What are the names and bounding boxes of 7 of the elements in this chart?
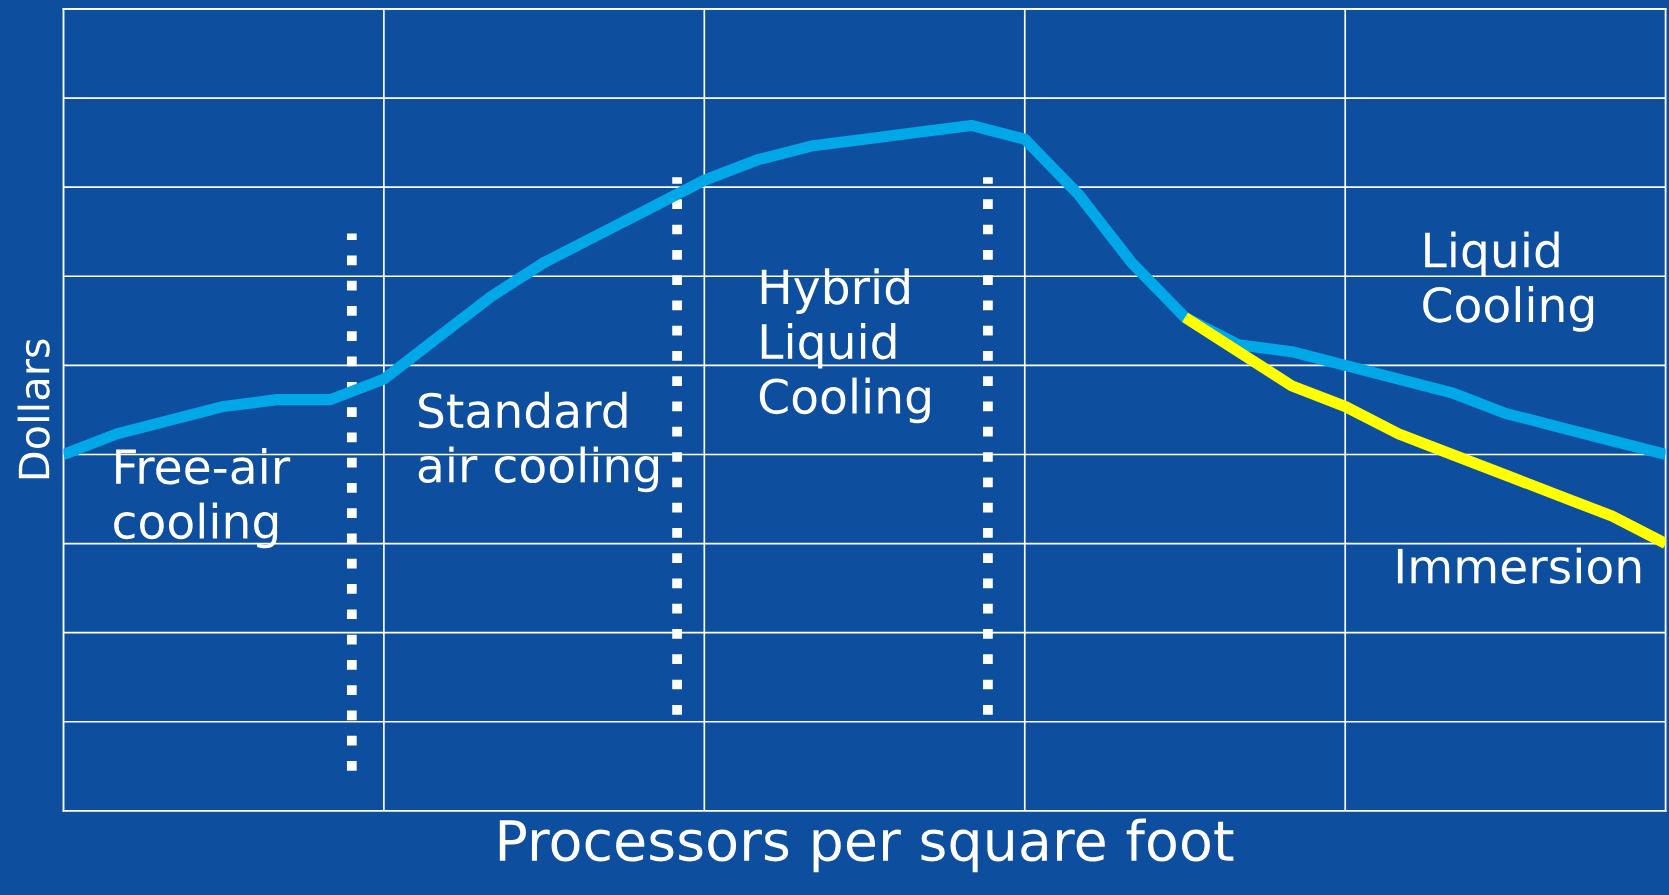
y-axis-title: Dollars bbox=[17, 339, 50, 479]
annotation: Immersion bbox=[1397, 547, 1641, 584]
annotation: Hybrid Liquid Cooling bbox=[759, 268, 930, 424]
annotation: Free-air cooling bbox=[114, 447, 291, 549]
x-axis-title: Processors per square foot bbox=[499, 818, 1234, 873]
annotation: Standard air cooling bbox=[418, 391, 658, 493]
annotation: Liquid Cooling bbox=[1423, 231, 1594, 332]
